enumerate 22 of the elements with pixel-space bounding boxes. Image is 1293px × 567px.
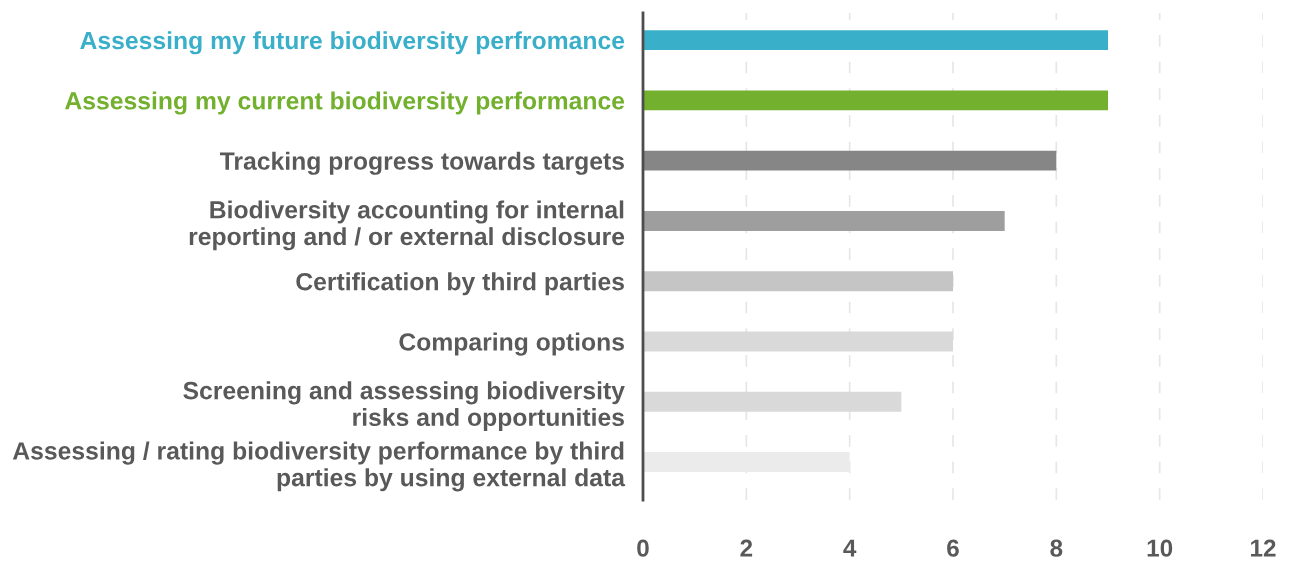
- x-tick-label: 10: [1147, 539, 1173, 557]
- bar: [643, 30, 1108, 51]
- bar: [643, 150, 1057, 171]
- bar: [643, 210, 1005, 231]
- y-tick-label: Assessing my future biodiversity perfromance: [80, 31, 625, 55]
- bar: [643, 331, 953, 352]
- bar: [643, 90, 1108, 111]
- y-tick-label: Biodiversity accounting for internal reporting and / or external disclosure: [189, 200, 625, 251]
- y-tick-label: Screening and assessing biodiversity risks and opportunities: [183, 381, 625, 431]
- x-tick-label: 4: [843, 539, 857, 557]
- x-tick-label: 2: [740, 539, 753, 557]
- y-tick-label: Comparing options: [399, 332, 624, 356]
- x-tick-label: 8: [1050, 539, 1063, 557]
- y-tick-label: Assessing my current biodiversity performance: [65, 91, 625, 115]
- x-tick-label: 0: [637, 539, 649, 557]
- bar: [643, 391, 902, 412]
- y-tick-label: Tracking progress towards targets: [219, 151, 624, 175]
- x-tick-label: 6: [947, 539, 959, 557]
- x-tick-label: 12: [1251, 539, 1276, 557]
- bar: [643, 271, 953, 292]
- y-tick-label: Certification by third parties: [296, 272, 624, 296]
- y-tick-label: Assessing / rating biodiversity performance by third parties by using external data: [12, 441, 626, 492]
